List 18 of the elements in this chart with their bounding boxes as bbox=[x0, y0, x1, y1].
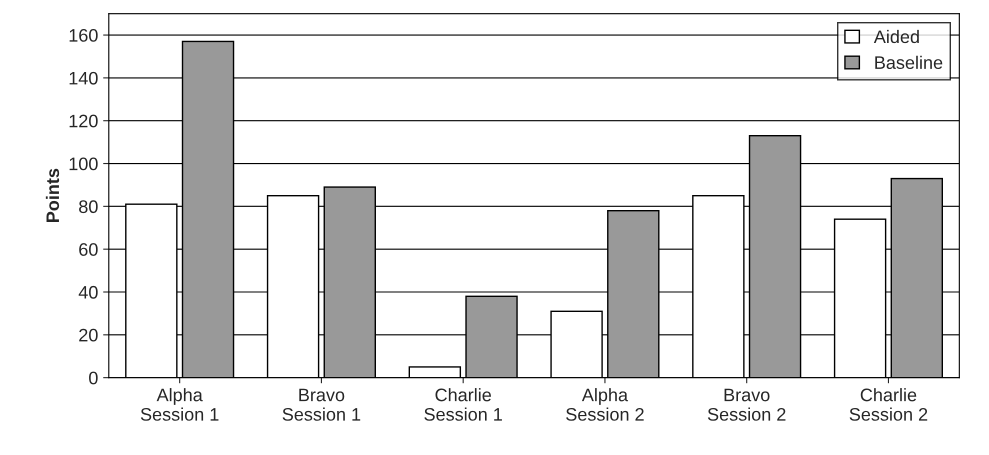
x-tick-label: Bravo Session 2 bbox=[708, 388, 786, 421]
legend-label: Aided bbox=[874, 30, 919, 44]
y-axis-title: Points bbox=[46, 168, 60, 222]
y-tick-label: 0 bbox=[89, 372, 98, 384]
x-tick-label: Alpha Session 2 bbox=[566, 388, 644, 421]
y-tick-label: 100 bbox=[70, 157, 98, 170]
y-tick-label: 160 bbox=[70, 28, 98, 42]
y-tick-label: 20 bbox=[79, 328, 98, 342]
y-tick-label: 60 bbox=[79, 243, 98, 256]
x-tick-label: Bravo Session 1 bbox=[282, 388, 360, 421]
x-tick-label: Charlie Session 1 bbox=[424, 388, 502, 421]
y-tick-label: 40 bbox=[78, 286, 98, 299]
x-tick-label: Alpha Session 1 bbox=[140, 388, 218, 421]
x-tick-label: Charlie Session 2 bbox=[850, 388, 928, 421]
y-tick-label: 120 bbox=[70, 114, 98, 128]
legend-label: Baseline bbox=[875, 56, 942, 70]
y-tick-label: 140 bbox=[70, 72, 98, 85]
y-tick-label: 80 bbox=[79, 200, 98, 214]
